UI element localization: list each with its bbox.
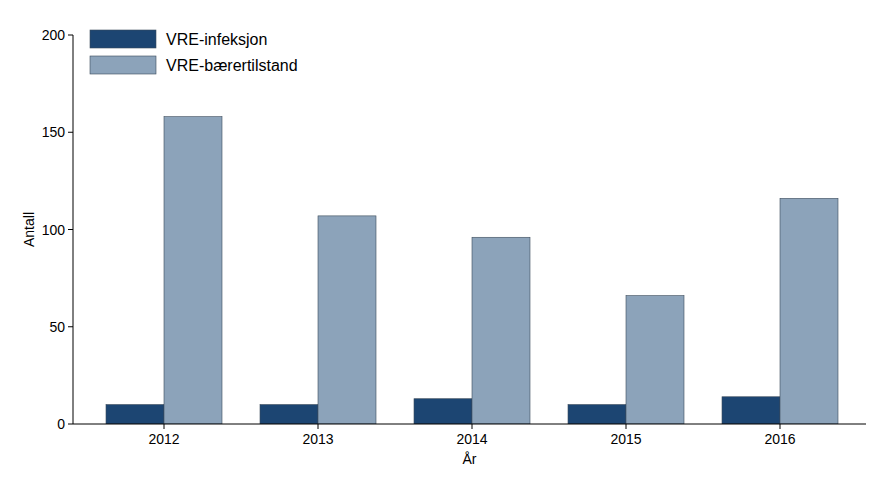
bar [318, 216, 376, 424]
y-tick [68, 326, 73, 327]
y-tick-label: 100 [42, 222, 66, 238]
x-tick-label: 2014 [456, 431, 487, 447]
x-tick [472, 424, 473, 429]
legend-swatch [90, 30, 156, 48]
legend-label: VRE-infeksjon [166, 31, 267, 48]
bar [780, 198, 838, 424]
y-tick [68, 424, 73, 425]
x-axis-label: År [463, 451, 477, 467]
bar [568, 405, 626, 424]
x-tick-label: 2015 [610, 431, 641, 447]
chart: 0 50 100 150 200 2012 2013 2014 2015 2016 År Antall… [0, 0, 886, 486]
bar [626, 296, 684, 424]
x-tick [780, 424, 781, 429]
bar [472, 237, 530, 424]
legend-swatch [90, 56, 156, 74]
y-tick-label: 150 [42, 124, 66, 140]
x-tick-label: 2012 [148, 431, 179, 447]
x-axis-line [73, 424, 866, 425]
bar [260, 405, 318, 424]
y-tick-label: 0 [57, 416, 65, 432]
y-tick [68, 229, 73, 230]
y-axis-label: Antall [21, 212, 37, 247]
y-tick [68, 35, 73, 36]
y-tick [68, 132, 73, 133]
x-tick [318, 424, 319, 429]
bar [722, 397, 780, 424]
y-tick-label: 200 [42, 27, 66, 43]
bar [106, 405, 164, 424]
x-tick [626, 424, 627, 429]
y-tick-label: 50 [49, 319, 65, 335]
legend: VRE-infeksjon VRE-bærertilstand [90, 30, 298, 74]
bars [106, 117, 838, 424]
legend-label: VRE-bærertilstand [166, 57, 298, 74]
bar [414, 399, 472, 424]
x-tick-label: 2016 [764, 431, 795, 447]
x-tick [164, 424, 165, 429]
bar [164, 117, 222, 424]
x-tick-label: 2013 [302, 431, 333, 447]
